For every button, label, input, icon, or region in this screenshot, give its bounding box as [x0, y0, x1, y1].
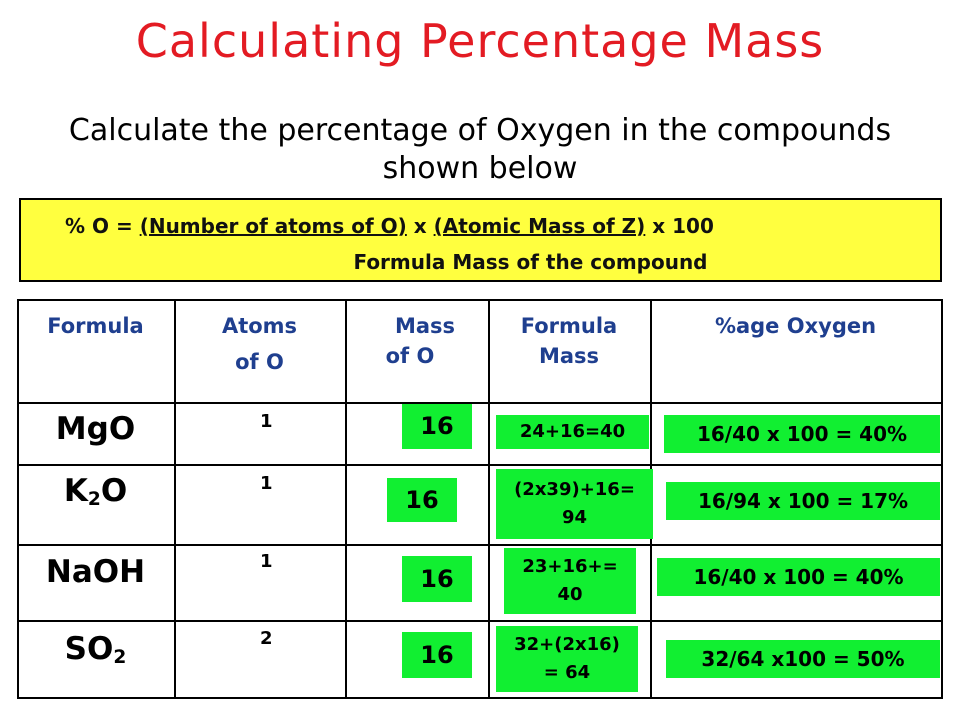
percentage-answer: 32/64 x100 = 50%	[666, 640, 940, 678]
formula-box: % O = (Number of atoms of O) x (Atomic M…	[19, 198, 942, 282]
formula-base: K	[63, 473, 88, 509]
formula-prefix: % O =	[65, 214, 140, 238]
table-divider	[17, 464, 943, 466]
formula-suffix: x 100	[645, 214, 714, 238]
formula-mass-line1: 23+16+=	[522, 556, 618, 577]
atoms-of-o: 1	[260, 473, 273, 494]
table-column-divider	[488, 299, 490, 699]
formula-base: MgO	[55, 411, 136, 447]
header-formula-mass-line1: Formula	[520, 314, 618, 338]
formula-subscript: 2	[113, 647, 127, 668]
table-divider	[17, 402, 943, 404]
formula-numerator-atoms: (Number of atoms of O)	[139, 214, 407, 238]
header-percentage-oxygen: %age Oxygen	[714, 314, 877, 338]
formula-numerator-mass: (Atomic Mass of Z)	[433, 214, 646, 238]
table-border-right	[941, 299, 943, 699]
header-atoms-line2: of O	[235, 350, 284, 374]
formula-mass-answer: (2x39)+16= 94	[496, 469, 653, 539]
header-formula-mass: Formula Mass	[488, 311, 650, 371]
formula-mass-answer: 32+(2x16) = 64	[496, 626, 638, 692]
formula-mass-answer: 24+16=40	[496, 415, 649, 449]
mass-of-o-answer: 16	[402, 556, 472, 602]
row-formula: K2O	[17, 473, 174, 510]
oxygen-table: Formula Atoms of O Mass of O Formula Mas…	[17, 299, 943, 699]
formula-mass-line1: (2x39)+16=	[514, 479, 635, 500]
table-column-divider	[174, 299, 176, 699]
mass-of-o-answer: 16	[402, 632, 472, 678]
header-mass: Mass of O	[362, 311, 488, 371]
formula-mass-line2: 40	[557, 584, 583, 605]
table-divider	[17, 620, 943, 622]
formula-base: NaOH	[45, 554, 146, 590]
formula-mass-line2: 94	[561, 507, 588, 528]
formula-numerator-line: % O = (Number of atoms of O) x (Atomic M…	[65, 214, 714, 238]
table-border-top	[17, 299, 943, 301]
header-mass-line1: Mass	[394, 314, 456, 338]
formula-mass-line2: = 64	[543, 662, 591, 683]
atoms-of-o: 1	[260, 551, 273, 572]
table-border-left	[17, 299, 19, 699]
table-border-bottom	[17, 697, 943, 699]
formula-mass-line1: 24+16=40	[519, 421, 626, 442]
header-atoms: Atoms of O	[174, 311, 345, 377]
row-formula: NaOH	[17, 554, 174, 591]
page-subtitle: Calculate the percentage of Oxygen in th…	[68, 113, 892, 186]
header-formula: Formula	[47, 314, 144, 338]
atoms-of-o: 1	[260, 411, 273, 432]
formula-mass-line1: 32+(2x16)	[514, 634, 620, 655]
table-column-divider	[345, 299, 347, 699]
formula-subscript: 2	[87, 489, 101, 510]
formula-base: SO	[64, 631, 114, 667]
header-atoms-line1: Atoms	[221, 314, 298, 338]
mass-of-o-answer: 16	[387, 478, 457, 522]
header-mass-line2: of O	[385, 344, 435, 368]
percentage-answer: 16/40 x 100 = 40%	[664, 415, 940, 453]
table-divider	[17, 544, 943, 546]
formula-denominator: Formula Mass of the compound	[353, 250, 708, 274]
row-formula: SO2	[17, 631, 174, 668]
header-formula-mass-line2: Mass	[538, 344, 600, 368]
page-title: Calculating Percentage Mass	[135, 14, 825, 68]
formula-times: x	[406, 214, 434, 238]
mass-of-o-answer: 16	[402, 404, 472, 449]
percentage-answer: 16/94 x 100 = 17%	[666, 482, 940, 520]
row-formula: MgO	[17, 411, 174, 448]
formula-mass-answer: 23+16+= 40	[504, 548, 636, 614]
atoms-of-o: 2	[260, 628, 273, 649]
formula-tail: O	[100, 473, 128, 509]
percentage-answer: 16/40 x 100 = 40%	[657, 558, 940, 596]
